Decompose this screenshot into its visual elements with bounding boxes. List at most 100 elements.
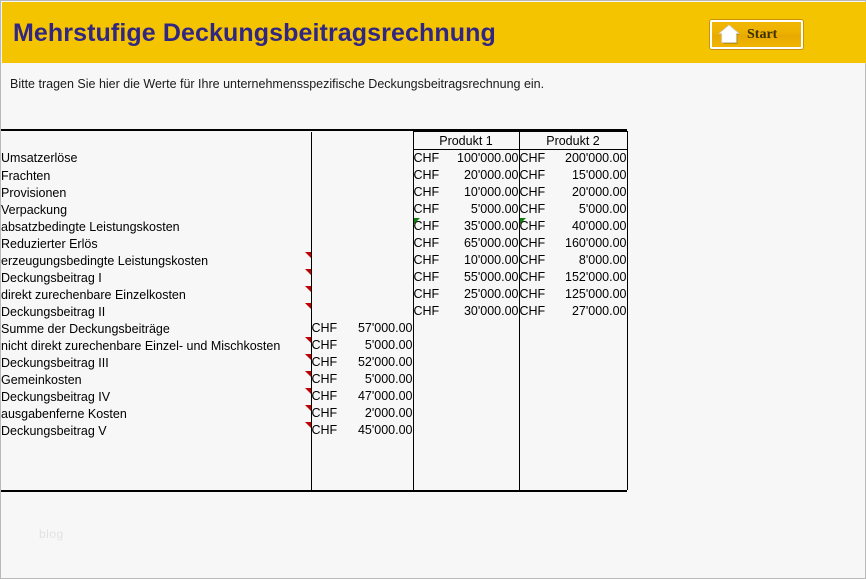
sum-cell[interactable]: CHF 45'000.00 <box>310 422 414 439</box>
spreadsheet-grid: Produkt 1 Produkt 2 Umsatzerlöse CHF 100'0… <box>1 131 628 490</box>
table-row: Provisionen CHF 10'000.00 CHF 20'000.00 <box>1 184 628 201</box>
table-row: Frachten CHF 20'000.00 CHF 15'000.00 <box>1 167 628 184</box>
sum-cell[interactable]: CHF 5'000.00 <box>310 371 414 388</box>
produkt-2-cell[interactable]: CHF 20'000.00 <box>519 184 628 201</box>
currency-label: CHF <box>413 253 440 267</box>
sum-cell <box>311 286 414 303</box>
amount-value: 152'000.00 <box>565 270 627 284</box>
table-row: Deckungsbeitrag I CHF 55'000.00 CHF 152'000.… <box>1 269 628 286</box>
produkt-1-cell <box>412 354 520 371</box>
produkt-2-cell[interactable]: CHF 15'000.00 <box>519 167 628 184</box>
start-button[interactable]: Start <box>710 20 803 49</box>
comment-marker-icon <box>304 269 310 275</box>
amount-value: 200'000.00 <box>565 151 627 165</box>
sum-cell <box>311 269 414 286</box>
header-blank-label <box>1 131 312 150</box>
row-label: Frachten <box>1 167 312 184</box>
table-body: Umsatzerlöse CHF 100'000.00 CHF 200'000.00 Fr… <box>1 149 628 490</box>
currency-label: CHF <box>311 338 338 352</box>
row-label: direkt zurechenbare Einzelkosten <box>1 286 312 303</box>
header-produkt-2: Produkt 2 <box>519 131 628 150</box>
table-row <box>1 439 628 456</box>
header-produkt-1: Produkt 1 <box>412 131 520 150</box>
produkt-1-cell[interactable]: CHF 55'000.00 <box>412 269 520 286</box>
produkt-2-cell[interactable]: CHF 40'000.00 <box>519 218 628 235</box>
produkt-1-cell[interactable]: CHF 65'000.00 <box>412 235 520 252</box>
produkt-2-cell <box>519 354 628 371</box>
produkt-1-cell[interactable]: CHF 35'000.00 <box>412 218 520 235</box>
currency-label: CHF <box>413 219 440 233</box>
produkt-1-cell[interactable]: CHF 10'000.00 <box>412 184 520 201</box>
amount-value: 15'000.00 <box>571 168 627 182</box>
table-row: Verpackung CHF 5'000.00 CHF 5'000.00 <box>1 201 628 218</box>
produkt-2-cell <box>519 371 628 388</box>
row-label: ausgabenferne Kosten <box>1 405 312 422</box>
table-row: Summe der Deckungsbeiträge CHF 57'000.00 <box>1 320 628 337</box>
currency-label: CHF <box>519 219 546 233</box>
sum-cell[interactable]: CHF 47'000.00 <box>310 388 414 405</box>
amount-value: 160'000.00 <box>565 236 627 250</box>
currency-label: CHF <box>413 304 440 318</box>
produkt-1-cell[interactable]: CHF 5'000.00 <box>412 201 520 218</box>
produkt-1-cell <box>412 456 520 473</box>
produkt-1-cell[interactable]: CHF 25'000.00 <box>412 286 520 303</box>
row-label <box>1 439 312 456</box>
amount-value: 10'000.00 <box>463 253 519 267</box>
currency-label: CHF <box>413 151 440 165</box>
produkt-2-cell[interactable]: CHF 5'000.00 <box>519 201 628 218</box>
sum-cell[interactable]: CHF 57'000.00 <box>310 320 414 337</box>
currency-label: CHF <box>413 236 440 250</box>
table-row: Deckungsbeitrag IV CHF 47'000.00 <box>1 388 628 405</box>
produkt-1-cell[interactable]: CHF 10'000.00 <box>412 252 520 269</box>
sum-cell <box>311 167 414 184</box>
produkt-2-cell <box>519 473 628 490</box>
produkt-2-cell[interactable]: CHF 125'000.00 <box>519 286 628 303</box>
produkt-1-cell[interactable]: CHF 20'000.00 <box>412 167 520 184</box>
sum-cell[interactable]: CHF 52'000.00 <box>310 354 414 371</box>
header-banner: Mehrstufige Deckungsbeitragsrechnung Sta… <box>2 2 866 63</box>
produkt-2-cell[interactable]: CHF 152'000.00 <box>519 269 628 286</box>
table-row: nicht direkt zurechenbare Einzel- und Mi… <box>1 337 628 354</box>
amount-value: 65'000.00 <box>463 236 519 250</box>
currency-label: CHF <box>519 270 546 284</box>
produkt-2-cell[interactable]: CHF 200'000.00 <box>519 149 628 167</box>
produkt-1-cell[interactable]: CHF 100'000.00 <box>412 149 520 167</box>
table-row: Reduzierter Erlös CHF 65'000.00 CHF 160'000.… <box>1 235 628 252</box>
produkt-2-cell[interactable]: CHF 160'000.00 <box>519 235 628 252</box>
amount-value: 125'000.00 <box>565 287 627 301</box>
table-row: Deckungsbeitrag V CHF 45'000.00 <box>1 422 628 439</box>
sum-cell[interactable]: CHF 5'000.00 <box>310 337 414 354</box>
currency-label: CHF <box>311 372 338 386</box>
amount-value: 5'000.00 <box>470 202 519 216</box>
sum-cell <box>311 201 414 218</box>
amount-value: 27'000.00 <box>571 304 627 318</box>
currency-label: CHF <box>413 202 440 216</box>
table-row <box>1 456 628 473</box>
produkt-2-cell[interactable]: CHF 27'000.00 <box>519 303 628 320</box>
currency-label: CHF <box>311 321 338 335</box>
table-row: direkt zurechenbare Einzelkosten CHF 25'00… <box>1 286 628 303</box>
row-label <box>1 473 312 490</box>
currency-label: CHF <box>519 253 546 267</box>
table-row: Deckungsbeitrag II CHF 30'000.00 CHF 27'000.… <box>1 303 628 320</box>
produkt-1-cell[interactable]: CHF 30'000.00 <box>412 303 520 320</box>
comment-marker-icon <box>304 405 310 411</box>
amount-value: 40'000.00 <box>571 219 627 233</box>
table-row: Gemeinkosten CHF 5'000.00 <box>1 371 628 388</box>
sum-cell <box>311 235 414 252</box>
currency-label: CHF <box>311 355 338 369</box>
currency-label: CHF <box>413 270 440 284</box>
produkt-2-cell[interactable]: CHF 8'000.00 <box>519 252 628 269</box>
row-label: Deckungsbeitrag V <box>1 422 312 439</box>
currency-label: CHF <box>413 287 440 301</box>
sum-cell <box>311 303 414 320</box>
row-label: Deckungsbeitrag I <box>1 269 312 286</box>
row-label: Summe der Deckungsbeiträge <box>1 320 312 337</box>
header-blank-sum <box>311 131 414 150</box>
produkt-2-cell <box>519 422 628 439</box>
sum-cell <box>311 218 414 235</box>
sum-cell[interactable]: CHF 2'000.00 <box>310 405 414 422</box>
deckungsbeitrag-table: Produkt 1 Produkt 2 Umsatzerlöse CHF 100'0… <box>1 129 628 492</box>
sum-cell <box>311 252 414 269</box>
row-label: nicht direkt zurechenbare Einzel- und Mi… <box>1 337 312 354</box>
